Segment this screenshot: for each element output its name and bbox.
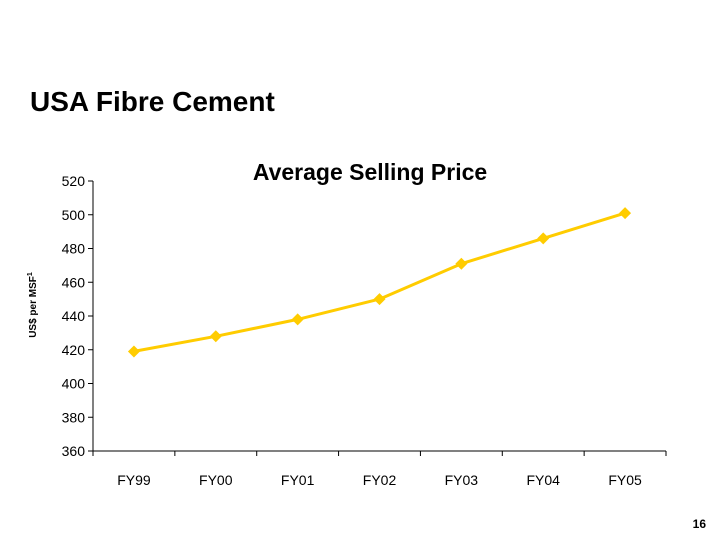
y-tick-label: 460 bbox=[62, 274, 86, 290]
y-axis-label-superscript: 1 bbox=[27, 272, 34, 276]
y-axis-label: US$ per MSF1 bbox=[27, 272, 39, 338]
y-tick-label: 400 bbox=[62, 376, 86, 392]
x-tick-label: FY05 bbox=[608, 472, 642, 488]
plot-area: 360 380 400 420 440 460 480 500 520 FY99 FY00 FY01 F… bbox=[62, 173, 667, 488]
x-tick-label: FY99 bbox=[117, 472, 151, 488]
y-tick-label: 520 bbox=[62, 173, 86, 189]
x-tick-label: FY04 bbox=[526, 472, 560, 488]
page-number: 16 bbox=[692, 517, 706, 531]
x-tick-label: FY02 bbox=[363, 472, 397, 488]
x-tick-label: FY00 bbox=[199, 472, 233, 488]
data-point-marker bbox=[127, 345, 140, 358]
data-point-marker bbox=[291, 313, 304, 326]
series-line bbox=[133, 211, 626, 353]
y-tick-label: 360 bbox=[62, 443, 86, 459]
y-tick-label: 440 bbox=[62, 308, 86, 324]
data-point-marker bbox=[455, 257, 468, 270]
chart-title: Average Selling Price bbox=[253, 159, 487, 185]
data-point-marker bbox=[619, 207, 632, 220]
y-tick-label: 500 bbox=[62, 207, 86, 223]
y-tick-label: 380 bbox=[62, 409, 86, 425]
svg-text:US$ per MSF1: US$ per MSF1 bbox=[27, 272, 39, 338]
data-point-marker bbox=[537, 232, 550, 245]
data-point-marker bbox=[209, 330, 222, 343]
slide-title: USA Fibre Cement bbox=[30, 86, 275, 117]
x-tick-label: FY01 bbox=[281, 472, 315, 488]
y-tick-label: 480 bbox=[62, 241, 86, 257]
y-tick-label: 420 bbox=[62, 342, 86, 358]
data-point-marker bbox=[373, 293, 386, 306]
x-tick-label: FY03 bbox=[445, 472, 479, 488]
y-axis-label-text: US$ per MSF bbox=[28, 276, 39, 338]
